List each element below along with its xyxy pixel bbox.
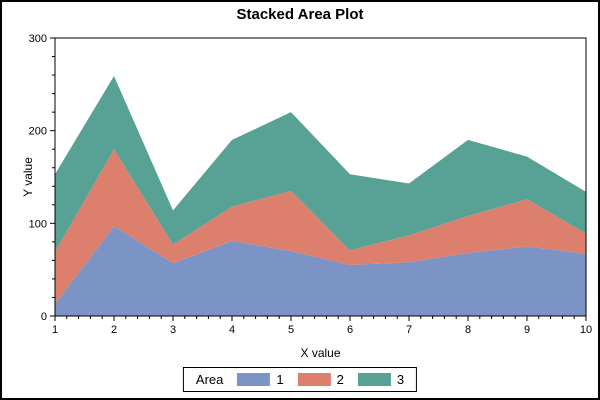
- legend-title: Area: [195, 372, 224, 387]
- y-tick-label: 0: [41, 311, 47, 323]
- y-tick-label: 100: [29, 218, 47, 230]
- legend-label-series-2: 2: [336, 372, 344, 387]
- x-tick-label: 10: [580, 324, 592, 336]
- x-tick-label: 5: [288, 324, 294, 336]
- x-tick-label: 1: [52, 324, 58, 336]
- legend-label-series-3: 3: [396, 372, 405, 387]
- plot-frame: [54, 37, 587, 317]
- x-axis-label: X value: [300, 346, 341, 360]
- x-tick-label: 8: [465, 324, 471, 336]
- y-axis-label: Y value: [20, 157, 35, 197]
- x-tick-label: 4: [229, 324, 235, 336]
- legend-swatch-series-2: [297, 373, 331, 386]
- legend-item-3: 3: [357, 372, 405, 387]
- area-series-3: [55, 75, 586, 253]
- x-tick-label: 9: [524, 324, 530, 336]
- legend-item-2: 2: [297, 372, 344, 387]
- y-tick-label: 200: [29, 126, 47, 138]
- area-series-1: [55, 226, 586, 316]
- x-tick-label: 7: [406, 324, 412, 336]
- legend-swatch-series-3: [357, 373, 391, 386]
- legend-swatch-series-1: [237, 373, 271, 386]
- legend-label-series-1: 1: [276, 372, 284, 387]
- x-tick-label: 2: [111, 324, 117, 336]
- area-series-2: [55, 149, 586, 304]
- y-tick-label: 300: [29, 33, 47, 45]
- x-tick-label: 6: [347, 324, 353, 336]
- chart-title: Stacked Area Plot: [236, 6, 364, 23]
- legend-item-1: 1: [237, 372, 284, 387]
- x-tick-label: 3: [170, 324, 176, 336]
- legend: Area 1 2 3: [182, 367, 418, 392]
